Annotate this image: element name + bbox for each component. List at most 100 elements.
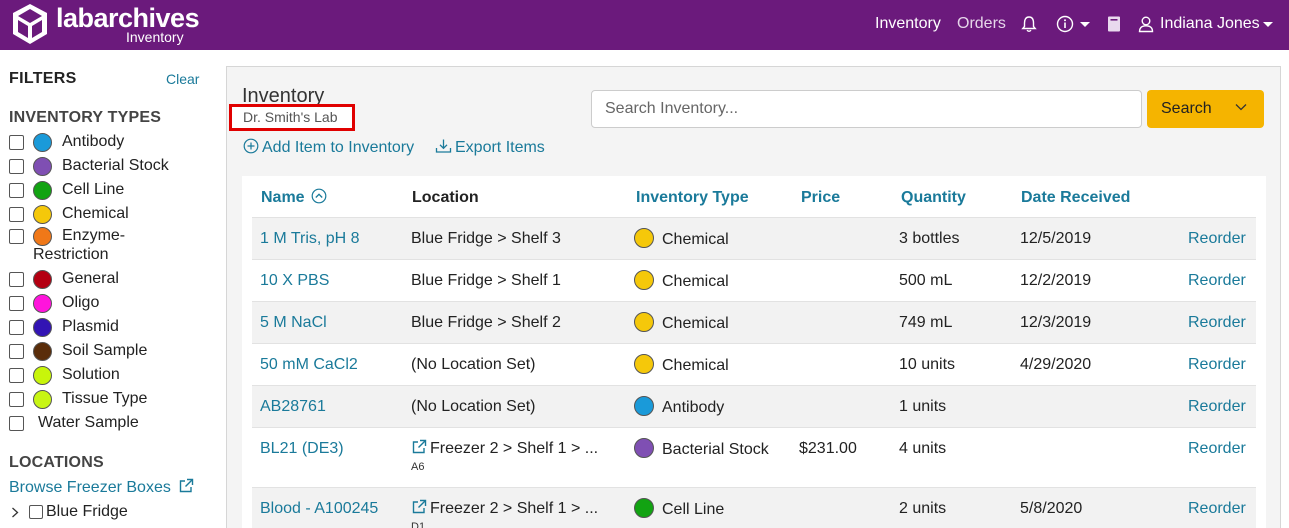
user-icon[interactable] xyxy=(1138,15,1154,33)
nav-inventory[interactable]: Inventory xyxy=(875,15,941,32)
item-name-link[interactable]: Blood - A100245 xyxy=(260,500,379,517)
clear-filters-link[interactable]: Clear xyxy=(166,71,200,87)
nav-orders[interactable]: Orders xyxy=(957,15,1006,32)
reorder-link[interactable]: Reorder xyxy=(1188,314,1246,331)
color-dot-icon xyxy=(33,227,52,246)
type-color-dot-icon xyxy=(634,354,654,374)
item-date-received: 12/2/2019 xyxy=(1020,272,1092,289)
column-header-name[interactable]: Name xyxy=(261,188,327,208)
item-type: Chemical xyxy=(662,273,729,290)
checkbox[interactable] xyxy=(9,296,24,311)
color-dot-icon xyxy=(33,181,52,200)
info-icon[interactable] xyxy=(1056,15,1074,33)
column-header-location: Location xyxy=(412,189,479,206)
search-input[interactable] xyxy=(591,90,1142,128)
filter-type-label: Chemical xyxy=(62,205,129,222)
color-dot-icon xyxy=(33,133,52,152)
user-dropdown-caret-icon[interactable] xyxy=(1263,22,1273,27)
item-name-link[interactable]: AB28761 xyxy=(260,398,326,415)
checkbox[interactable] xyxy=(9,183,24,198)
table-row[interactable]: BL21 (DE3) Freezer 2 > Shelf 1 > ... A6 … xyxy=(252,427,1256,487)
reorder-link[interactable]: Reorder xyxy=(1188,356,1246,373)
add-circle-icon xyxy=(243,138,259,154)
table-row[interactable]: 50 mM CaCl2 (No Location Set) Chemical 1… xyxy=(252,343,1256,385)
item-quantity: 2 units xyxy=(899,500,947,517)
type-color-dot-icon xyxy=(634,270,654,290)
chevron-down-icon[interactable] xyxy=(1235,103,1247,111)
reorder-link[interactable]: Reorder xyxy=(1188,272,1246,289)
external-link-icon xyxy=(180,478,194,493)
reorder-link[interactable]: Reorder xyxy=(1188,500,1246,517)
checkbox[interactable] xyxy=(9,229,24,244)
search-button[interactable]: Search xyxy=(1147,90,1264,128)
checkbox[interactable] xyxy=(9,159,24,174)
filter-type-label-line2: Restriction xyxy=(33,246,109,263)
item-price: $231.00 xyxy=(799,440,857,457)
user-menu[interactable]: Indiana Jones xyxy=(1160,15,1260,32)
item-type: Chemical xyxy=(662,357,729,374)
reorder-link[interactable]: Reorder xyxy=(1188,440,1246,457)
item-location-link[interactable]: Freezer 2 > Shelf 1 > ... xyxy=(411,439,598,459)
sort-ascending-icon[interactable] xyxy=(311,188,327,204)
checkbox[interactable] xyxy=(9,392,24,407)
table-row[interactable]: Blood - A100245 Freezer 2 > Shelf 1 > ..… xyxy=(252,487,1256,528)
table-row[interactable]: AB28761 (No Location Set) Antibody 1 uni… xyxy=(252,385,1256,427)
export-items-link[interactable]: Export Items xyxy=(435,138,545,158)
column-header-price[interactable]: Price xyxy=(801,189,841,206)
item-quantity: 749 mL xyxy=(899,314,953,331)
type-color-dot-icon xyxy=(634,396,654,416)
reorder-link[interactable]: Reorder xyxy=(1188,398,1246,415)
column-header-quantity[interactable]: Quantity xyxy=(901,189,966,206)
color-dot-icon xyxy=(33,366,52,385)
color-dot-icon xyxy=(33,270,52,289)
item-type: Bacterial Stock xyxy=(662,441,769,458)
browse-freezer-boxes-label: Browse Freezer Boxes xyxy=(9,479,171,496)
table-row[interactable]: 5 M NaCl Blue Fridge > Shelf 2 Chemical … xyxy=(252,301,1256,343)
item-type: Cell Line xyxy=(662,501,725,518)
table-row[interactable]: 1 M Tris, pH 8 Blue Fridge > Shelf 3 Che… xyxy=(252,217,1256,259)
item-location: Blue Fridge > Shelf 2 xyxy=(411,314,561,331)
lab-name-label: Dr. Smith's Lab xyxy=(229,104,355,131)
labarchives-logo-icon[interactable] xyxy=(12,3,48,45)
item-name-link[interactable]: 50 mM CaCl2 xyxy=(260,356,358,373)
column-header-name-label: Name xyxy=(261,189,305,206)
add-item-link[interactable]: Add Item to Inventory xyxy=(243,138,414,158)
item-type: Chemical xyxy=(662,231,729,248)
item-name-link[interactable]: BL21 (DE3) xyxy=(260,440,344,457)
item-date-received: 12/3/2019 xyxy=(1020,314,1092,331)
bell-icon[interactable] xyxy=(1021,15,1037,33)
item-type: Antibody xyxy=(662,399,725,416)
type-color-dot-icon xyxy=(634,228,654,248)
checkbox[interactable] xyxy=(9,416,24,431)
brand-subtitle: Inventory xyxy=(126,29,184,45)
info-dropdown-caret-icon[interactable] xyxy=(1080,22,1090,27)
export-items-label: Export Items xyxy=(455,139,545,156)
filter-type-label: General xyxy=(62,270,119,287)
checkbox[interactable] xyxy=(9,135,24,150)
item-quantity: 500 mL xyxy=(899,272,953,289)
notebook-icon[interactable] xyxy=(1106,15,1122,33)
item-quantity: 4 units xyxy=(899,440,947,457)
chevron-right-icon[interactable] xyxy=(11,507,19,518)
table-row[interactable]: 10 X PBS Blue Fridge > Shelf 1 Chemical … xyxy=(252,259,1256,301)
item-name-link[interactable]: 1 M Tris, pH 8 xyxy=(260,230,360,247)
browse-freezer-boxes-link[interactable]: Browse Freezer Boxes xyxy=(9,478,194,497)
filter-type-label: Oligo xyxy=(62,294,100,311)
checkbox[interactable] xyxy=(9,207,24,222)
item-name-link[interactable]: 10 X PBS xyxy=(260,272,330,289)
reorder-link[interactable]: Reorder xyxy=(1188,230,1246,247)
checkbox[interactable] xyxy=(9,272,24,287)
checkbox[interactable] xyxy=(9,320,24,335)
item-location-position: D1 xyxy=(411,521,426,528)
type-color-dot-icon xyxy=(634,312,654,332)
item-name-link[interactable]: 5 M NaCl xyxy=(260,314,327,331)
checkbox[interactable] xyxy=(9,368,24,383)
type-color-dot-icon xyxy=(634,498,654,518)
item-location-label: Freezer 2 > Shelf 1 > ... xyxy=(430,440,599,457)
column-header-inventory-type[interactable]: Inventory Type xyxy=(636,189,749,206)
filter-type-label: Plasmid xyxy=(62,318,119,335)
checkbox[interactable] xyxy=(9,344,24,359)
column-header-date-received[interactable]: Date Received xyxy=(1021,189,1131,206)
checkbox[interactable] xyxy=(29,505,43,519)
item-location-link[interactable]: Freezer 2 > Shelf 1 > ... xyxy=(411,499,598,519)
